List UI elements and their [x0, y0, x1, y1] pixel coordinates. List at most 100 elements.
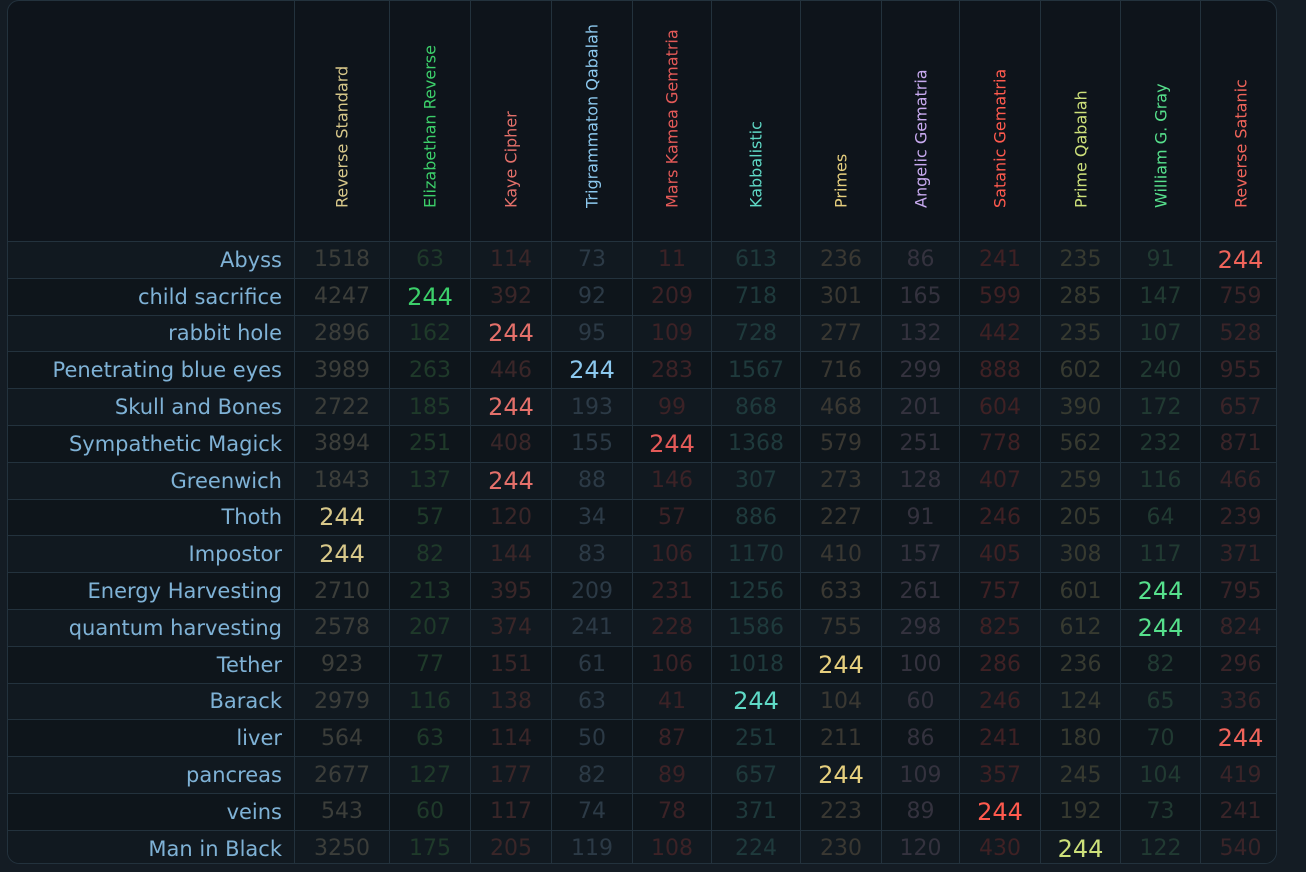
value-cell[interactable]: 144	[470, 535, 552, 574]
value-cell[interactable]: 104	[1120, 756, 1201, 794]
value-cell[interactable]: 74	[551, 792, 633, 831]
cipher-header[interactable]: Angelic Gematria	[881, 1, 960, 242]
value-cell[interactable]: 73	[551, 241, 633, 279]
value-cell[interactable]: 540	[1200, 829, 1276, 863]
value-cell[interactable]: 175	[389, 829, 471, 863]
value-cell[interactable]: 633	[800, 572, 882, 610]
value-cell[interactable]: 336	[1200, 682, 1276, 721]
value-cell[interactable]: 87	[632, 719, 712, 758]
value-cell[interactable]: 824	[1200, 608, 1276, 647]
value-cell[interactable]: 239	[1200, 498, 1276, 537]
value-cell[interactable]: 209	[632, 277, 712, 316]
phrase-label[interactable]: Thoth	[8, 498, 295, 537]
value-cell[interactable]: 1518	[294, 241, 390, 279]
value-cell[interactable]: 825	[959, 608, 1041, 647]
value-cell[interactable]: 430	[959, 829, 1041, 863]
phrase-label[interactable]: Man in Black	[8, 829, 295, 863]
cipher-header[interactable]: Prime Qabalah	[1040, 1, 1121, 242]
value-cell[interactable]: 2578	[294, 608, 390, 647]
value-cell[interactable]: 236	[800, 241, 882, 279]
value-cell[interactable]: 2896	[294, 314, 390, 353]
value-cell[interactable]: 177	[470, 756, 552, 794]
cipher-header[interactable]: Primes	[800, 1, 882, 242]
value-cell[interactable]: 357	[959, 756, 1041, 794]
value-cell[interactable]: 223	[800, 792, 882, 831]
value-cell-match[interactable]: 244	[1120, 572, 1201, 610]
value-cell[interactable]: 408	[470, 424, 552, 463]
value-cell[interactable]: 117	[470, 792, 552, 831]
value-cell[interactable]: 955	[1200, 351, 1276, 390]
value-cell-match[interactable]: 244	[1120, 608, 1201, 647]
value-cell[interactable]: 562	[1040, 424, 1121, 463]
value-cell[interactable]: 246	[959, 498, 1041, 537]
value-cell[interactable]: 192	[1040, 792, 1121, 831]
phrase-label[interactable]: Energy Harvesting	[8, 572, 295, 610]
value-cell[interactable]: 228	[632, 608, 712, 647]
value-cell[interactable]: 108	[632, 829, 712, 863]
value-cell[interactable]: 89	[632, 756, 712, 794]
value-cell[interactable]: 185	[389, 388, 471, 426]
value-cell[interactable]: 92	[551, 277, 633, 316]
value-cell[interactable]: 224	[711, 829, 801, 863]
value-cell[interactable]: 599	[959, 277, 1041, 316]
value-cell[interactable]: 82	[551, 756, 633, 794]
value-cell[interactable]: 298	[881, 608, 960, 647]
phrase-label[interactable]: Penetrating blue eyes	[8, 351, 295, 390]
value-cell[interactable]: 207	[389, 608, 471, 647]
value-cell[interactable]: 2979	[294, 682, 390, 721]
value-cell[interactable]: 755	[800, 608, 882, 647]
value-cell[interactable]: 100	[881, 645, 960, 684]
value-cell[interactable]: 137	[389, 461, 471, 500]
value-cell[interactable]: 728	[711, 314, 801, 353]
value-cell[interactable]: 63	[389, 241, 471, 279]
value-cell[interactable]: 3894	[294, 424, 390, 463]
value-cell-match[interactable]: 244	[632, 424, 712, 463]
value-cell[interactable]: 468	[800, 388, 882, 426]
value-cell[interactable]: 246	[959, 682, 1041, 721]
value-cell[interactable]: 34	[551, 498, 633, 537]
value-cell[interactable]: 117	[1120, 535, 1201, 574]
value-cell[interactable]: 407	[959, 461, 1041, 500]
phrase-label[interactable]: Abyss	[8, 241, 295, 279]
value-cell[interactable]: 106	[632, 535, 712, 574]
value-cell[interactable]: 91	[1120, 241, 1201, 279]
value-cell[interactable]: 241	[959, 719, 1041, 758]
value-cell[interactable]: 235	[1040, 241, 1121, 279]
value-cell[interactable]: 543	[294, 792, 390, 831]
phrase-label[interactable]: Barack	[8, 682, 295, 721]
value-cell[interactable]: 116	[1120, 461, 1201, 500]
value-cell[interactable]: 116	[389, 682, 471, 721]
value-cell[interactable]: 209	[551, 572, 633, 610]
value-cell[interactable]: 395	[470, 572, 552, 610]
value-cell[interactable]: 604	[959, 388, 1041, 426]
value-cell[interactable]: 106	[632, 645, 712, 684]
value-cell[interactable]: 579	[800, 424, 882, 463]
value-cell[interactable]: 613	[711, 241, 801, 279]
value-cell[interactable]: 283	[632, 351, 712, 390]
value-cell[interactable]: 405	[959, 535, 1041, 574]
value-cell[interactable]: 82	[1120, 645, 1201, 684]
value-cell[interactable]: 162	[389, 314, 471, 353]
value-cell[interactable]: 308	[1040, 535, 1121, 574]
value-cell[interactable]: 299	[881, 351, 960, 390]
value-cell[interactable]: 3250	[294, 829, 390, 863]
value-cell[interactable]: 245	[1040, 756, 1121, 794]
value-cell-match[interactable]: 244	[711, 682, 801, 721]
value-cell[interactable]: 70	[1120, 719, 1201, 758]
value-cell[interactable]: 446	[470, 351, 552, 390]
value-cell[interactable]: 83	[551, 535, 633, 574]
value-cell[interactable]: 132	[881, 314, 960, 353]
value-cell[interactable]: 64	[1120, 498, 1201, 537]
value-cell[interactable]: 564	[294, 719, 390, 758]
value-cell[interactable]: 1843	[294, 461, 390, 500]
value-cell[interactable]: 146	[632, 461, 712, 500]
value-cell[interactable]: 138	[470, 682, 552, 721]
value-cell[interactable]: 155	[551, 424, 633, 463]
value-cell[interactable]: 157	[881, 535, 960, 574]
value-cell[interactable]: 657	[1200, 388, 1276, 426]
value-cell[interactable]: 251	[389, 424, 471, 463]
value-cell-match[interactable]: 244	[470, 314, 552, 353]
value-cell-match[interactable]: 244	[800, 645, 882, 684]
value-cell[interactable]: 109	[881, 756, 960, 794]
value-cell-match[interactable]: 244	[1200, 719, 1276, 758]
